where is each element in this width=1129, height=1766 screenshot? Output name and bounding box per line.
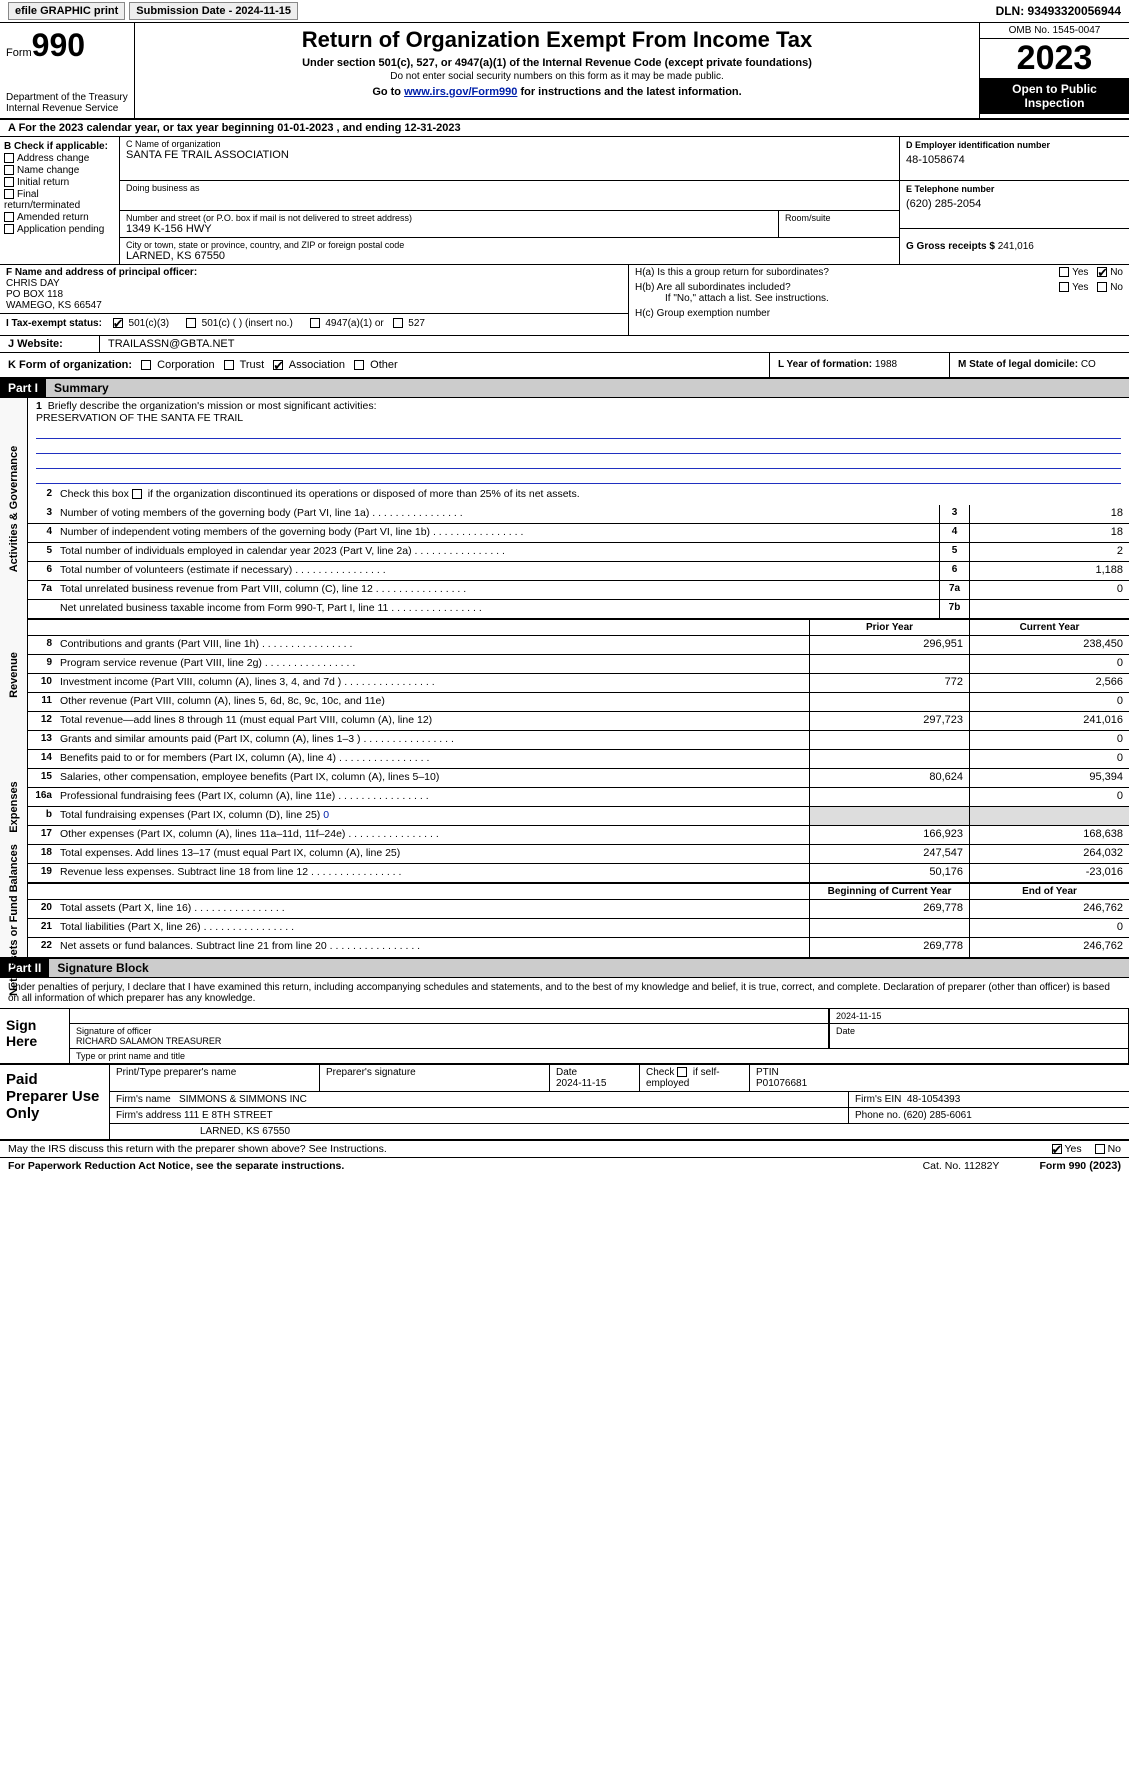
officer-name: CHRIS DAY bbox=[6, 278, 622, 289]
officer-signature: RICHARD SALAMON TREASURER bbox=[76, 1036, 822, 1046]
city: LARNED, KS 67550 bbox=[126, 250, 893, 262]
form-header: Form990 Department of the Treasury Inter… bbox=[0, 23, 1129, 120]
l7b-val bbox=[969, 600, 1129, 618]
box-b: B Check if applicable: Address change Na… bbox=[0, 137, 120, 264]
form-number: 990 bbox=[32, 27, 85, 63]
footer: For Paperwork Reduction Act Notice, see … bbox=[0, 1158, 1129, 1174]
box-c: C Name of organization SANTA FE TRAIL AS… bbox=[120, 137, 899, 264]
preparer-block: Paid Preparer Use Only Print/Type prepar… bbox=[0, 1065, 1129, 1141]
chk-name[interactable] bbox=[4, 165, 14, 175]
efile-button[interactable]: efile GRAPHIC print bbox=[8, 2, 125, 20]
year-formation: 1988 bbox=[875, 359, 897, 370]
discuss-row: May the IRS discuss this return with the… bbox=[0, 1141, 1129, 1158]
chk-final[interactable] bbox=[4, 189, 14, 199]
l5-val: 2 bbox=[969, 543, 1129, 561]
form-word: Form bbox=[6, 47, 32, 59]
open-public: Open to Public Inspection bbox=[980, 78, 1129, 114]
officer-h-row: F Name and address of principal officer:… bbox=[0, 265, 1129, 336]
expenses-section: Expenses 13Grants and similar amounts pa… bbox=[0, 731, 1129, 883]
governance-section: Activities & Governance 1 Briefly descri… bbox=[0, 398, 1129, 619]
website: TRAILASSN@GBTA.NET bbox=[100, 336, 1129, 352]
firm-phone: (620) 285-6061 bbox=[903, 1110, 971, 1121]
website-row: J Website: TRAILASSN@GBTA.NET bbox=[0, 336, 1129, 353]
chk-amended[interactable] bbox=[4, 212, 14, 222]
discuss-yes[interactable] bbox=[1052, 1144, 1062, 1154]
chk-4947[interactable] bbox=[310, 318, 320, 328]
chk-527[interactable] bbox=[393, 318, 403, 328]
submission-date: Submission Date - 2024-11-15 bbox=[129, 2, 298, 20]
sign-here-block: Sign Here 2024-11-15 Signature of office… bbox=[0, 1009, 1129, 1065]
org-name: SANTA FE TRAIL ASSOCIATION bbox=[126, 149, 893, 161]
k-row: K Form of organization: Corporation Trus… bbox=[0, 353, 1129, 379]
chk-discontinued[interactable] bbox=[132, 489, 142, 499]
top-bar: efile GRAPHIC print Submission Date - 20… bbox=[0, 0, 1129, 23]
perjury-statement: Under penalties of perjury, I declare th… bbox=[0, 978, 1129, 1009]
chk-initial[interactable] bbox=[4, 177, 14, 187]
l3-val: 18 bbox=[969, 505, 1129, 523]
chk-trust[interactable] bbox=[224, 360, 234, 370]
l6-val: 1,188 bbox=[969, 562, 1129, 580]
chk-501c[interactable] bbox=[186, 318, 196, 328]
chk-pending[interactable] bbox=[4, 224, 14, 234]
period-line: A For the 2023 calendar year, or tax yea… bbox=[0, 120, 1129, 137]
box-d-e-g: D Employer identification number 48-1058… bbox=[899, 137, 1129, 264]
subtitle-3: Go to www.irs.gov/Form990 for instructio… bbox=[143, 86, 971, 98]
phone: (620) 285-2054 bbox=[906, 194, 1123, 210]
chk-501c3[interactable] bbox=[113, 318, 123, 328]
ha-no[interactable] bbox=[1097, 267, 1107, 277]
l4-val: 18 bbox=[969, 524, 1129, 542]
ha-yes[interactable] bbox=[1059, 267, 1069, 277]
part2-header: Part II Signature Block bbox=[0, 959, 1129, 978]
ein: 48-1058674 bbox=[906, 150, 1123, 166]
discuss-no[interactable] bbox=[1095, 1144, 1105, 1154]
street: 1349 K-156 HWY bbox=[126, 223, 772, 235]
mission-text: PRESERVATION OF THE SANTA FE TRAIL bbox=[36, 412, 243, 424]
subtitle-2: Do not enter social security numbers on … bbox=[143, 71, 971, 82]
chk-address[interactable] bbox=[4, 153, 14, 163]
dln: DLN: 93493320056944 bbox=[996, 4, 1121, 18]
netassets-section: Net Assets or Fund Balances Beginning of… bbox=[0, 883, 1129, 959]
l7a-val: 0 bbox=[969, 581, 1129, 599]
firm-name: SIMMONS & SIMMONS INC bbox=[179, 1094, 307, 1105]
subtitle-1: Under section 501(c), 527, or 4947(a)(1)… bbox=[143, 57, 971, 69]
part1-header: Part I Summary bbox=[0, 379, 1129, 398]
hb-no[interactable] bbox=[1097, 282, 1107, 292]
chk-corp[interactable] bbox=[141, 360, 151, 370]
dept: Department of the Treasury Internal Reve… bbox=[6, 92, 128, 114]
omb-number: OMB No. 1545-0047 bbox=[980, 23, 1129, 39]
tax-year: 2023 bbox=[980, 39, 1129, 78]
ptin: P01076681 bbox=[756, 1078, 807, 1089]
form-title: Return of Organization Exempt From Incom… bbox=[143, 27, 971, 53]
revenue-section: Revenue Prior YearCurrent Year 8Contribu… bbox=[0, 619, 1129, 731]
chk-assoc[interactable] bbox=[273, 360, 283, 370]
l16b-link[interactable]: 0 bbox=[323, 809, 329, 821]
chk-selfemp[interactable] bbox=[677, 1067, 687, 1077]
gross-receipts: 241,016 bbox=[998, 241, 1034, 252]
domicile: CO bbox=[1081, 359, 1096, 370]
irs-link[interactable]: www.irs.gov/Form990 bbox=[404, 86, 517, 98]
hb-yes[interactable] bbox=[1059, 282, 1069, 292]
firm-ein: 48-1054393 bbox=[907, 1094, 960, 1105]
chk-other[interactable] bbox=[354, 360, 364, 370]
